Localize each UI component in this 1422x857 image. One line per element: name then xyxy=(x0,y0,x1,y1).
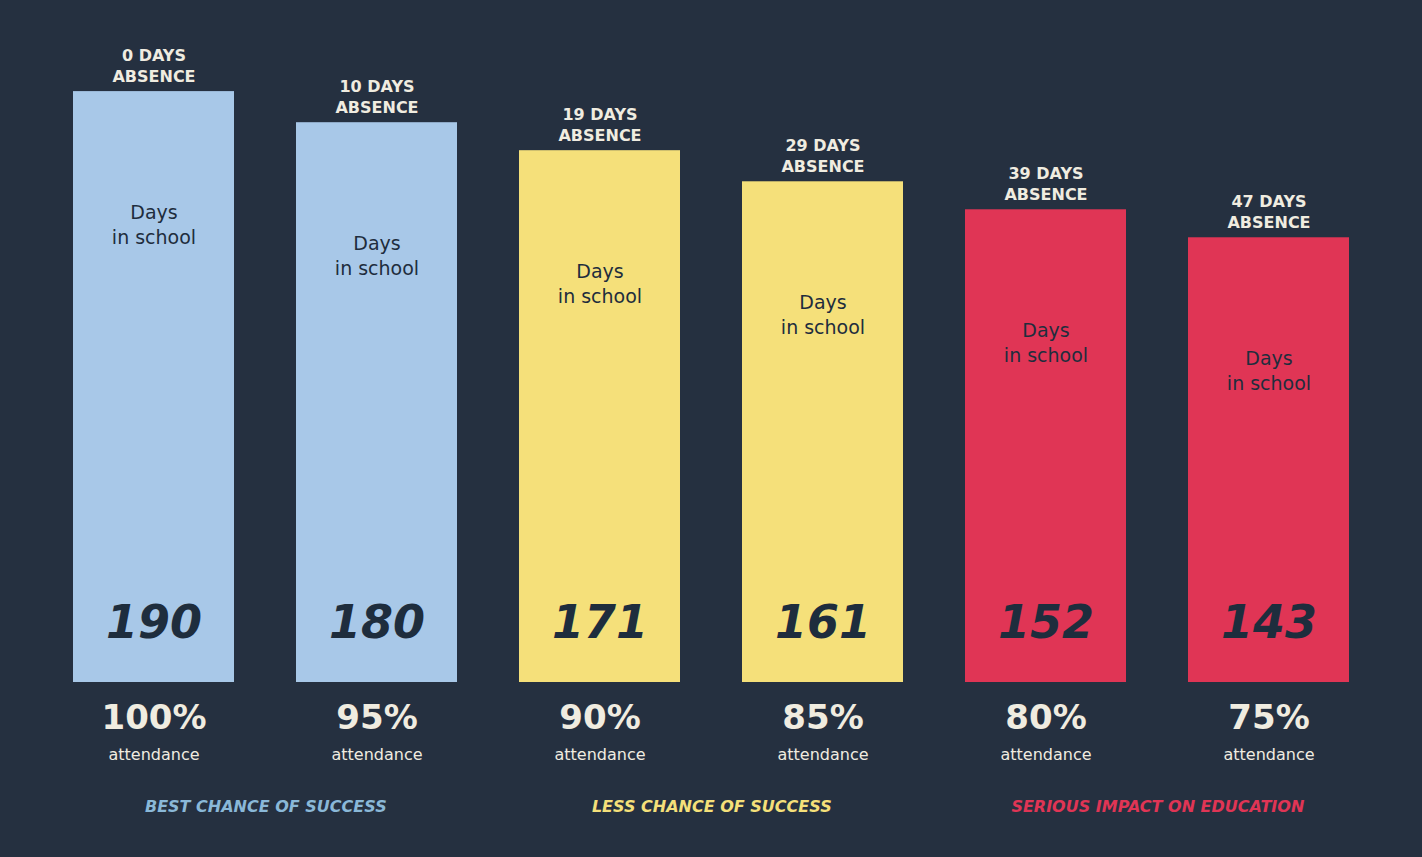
svg-text:attendance: attendance xyxy=(331,745,422,764)
svg-text:attendance: attendance xyxy=(108,745,199,764)
svg-text:Daysin school: Daysin school xyxy=(781,291,865,338)
svg-text:47 DAYSABSENCE: 47 DAYSABSENCE xyxy=(1227,192,1310,232)
svg-text:190: 190 xyxy=(106,595,202,649)
svg-text:0 DAYSABSENCE: 0 DAYSABSENCE xyxy=(112,46,195,86)
svg-text:Daysin school: Daysin school xyxy=(1004,319,1088,366)
svg-text:Daysin school: Daysin school xyxy=(1227,347,1311,394)
svg-text:Daysin school: Daysin school xyxy=(335,232,419,279)
svg-text:10 DAYSABSENCE: 10 DAYSABSENCE xyxy=(335,77,418,117)
svg-text:75%: 75% xyxy=(1228,697,1309,737)
svg-text:Daysin school: Daysin school xyxy=(558,260,642,307)
svg-text:143: 143 xyxy=(1221,595,1317,649)
svg-text:180: 180 xyxy=(329,595,425,649)
svg-text:attendance: attendance xyxy=(1000,745,1091,764)
svg-text:39 DAYSABSENCE: 39 DAYSABSENCE xyxy=(1004,164,1087,204)
svg-text:85%: 85% xyxy=(782,697,863,737)
svg-text:attendance: attendance xyxy=(777,745,868,764)
svg-text:19 DAYSABSENCE: 19 DAYSABSENCE xyxy=(558,105,641,145)
svg-text:BEST CHANCE OF SUCCESS: BEST CHANCE OF SUCCESS xyxy=(145,797,387,816)
svg-text:100%: 100% xyxy=(101,697,206,737)
svg-text:LESS CHANCE OF SUCCESS: LESS CHANCE OF SUCCESS xyxy=(592,797,832,816)
svg-text:161: 161 xyxy=(775,595,871,649)
svg-text:Daysin school: Daysin school xyxy=(112,201,196,248)
svg-text:152: 152 xyxy=(998,595,1094,649)
svg-text:SERIOUS IMPACT ON EDUCATION: SERIOUS IMPACT ON EDUCATION xyxy=(1011,797,1304,816)
svg-text:80%: 80% xyxy=(1005,697,1086,737)
svg-text:29 DAYSABSENCE: 29 DAYSABSENCE xyxy=(781,136,864,176)
svg-text:171: 171 xyxy=(552,595,648,649)
svg-text:attendance: attendance xyxy=(554,745,645,764)
svg-text:95%: 95% xyxy=(336,697,417,737)
svg-text:90%: 90% xyxy=(559,697,640,737)
svg-text:attendance: attendance xyxy=(1223,745,1314,764)
